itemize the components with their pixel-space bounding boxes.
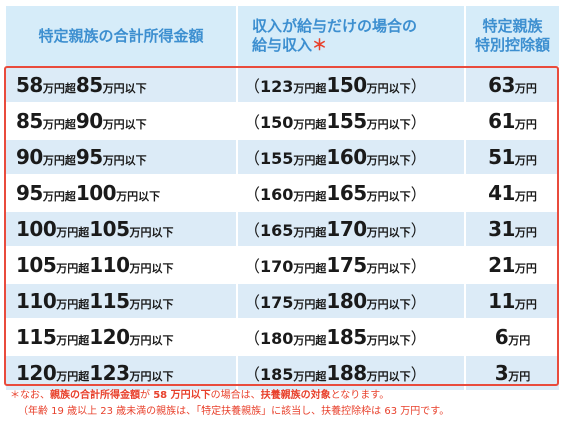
salary-range: （150万円超155万円以下）: [236, 102, 466, 140]
deduction-table-wrapper: 特定親族の合計所得金額 収入が給与だけの場合の 給与収入＊ 特定親族 特別控除額 …: [4, 4, 561, 392]
salary-range: （155万円超160万円以下）: [236, 138, 466, 176]
deduction-amount: 11万円: [464, 282, 561, 320]
salary-range: （165万円超170万円以下）: [236, 210, 466, 248]
deduction-amount: 6万円: [464, 318, 561, 356]
table-body: 58万円超85万円以下 （123万円超150万円以下） 63万円 85万円超90万円以…: [4, 66, 561, 392]
table-row: 115万円超120万円以下 （180万円超185万円以下） 6万円: [4, 318, 561, 356]
income-range: 110万円超115万円以下: [4, 282, 238, 320]
income-range: 85万円超90万円以下: [4, 102, 238, 140]
deduction-amount: 21万円: [464, 246, 561, 284]
deduction-amount: 51万円: [464, 138, 561, 176]
table-row: 105万円超110万円以下 （170万円超175万円以下） 21万円: [4, 246, 561, 284]
income-range: 115万円超120万円以下: [4, 318, 238, 356]
income-range: 105万円超110万円以下: [4, 246, 238, 284]
deduction-amount: 31万円: [464, 210, 561, 248]
salary-range: （170万円超175万円以下）: [236, 246, 466, 284]
deduction-amount: 41万円: [464, 174, 561, 212]
header-deduction: 特定親族 特別控除額: [464, 4, 561, 68]
header-salary: 収入が給与だけの場合の 給与収入＊: [236, 4, 466, 68]
salary-range: （175万円超180万円以下）: [236, 282, 466, 320]
deduction-amount: 61万円: [464, 102, 561, 140]
footnotes: ＊なお、親族の合計所得金額が 58 万円以下の場合は、扶養親族の対象となります。…: [10, 388, 562, 420]
table-row: 95万円超100万円以下 （160万円超165万円以下） 41万円: [4, 174, 561, 212]
salary-range: （185万円超188万円以下）: [236, 354, 466, 392]
salary-range: （180万円超185万円以下）: [236, 318, 466, 356]
table-header-row: 特定親族の合計所得金額 収入が給与だけの場合の 給与収入＊ 特定親族 特別控除額: [4, 4, 561, 68]
deduction-table: 特定親族の合計所得金額 収入が給与だけの場合の 給与収入＊ 特定親族 特別控除額 …: [4, 4, 561, 392]
salary-range: （160万円超165万円以下）: [236, 174, 466, 212]
deduction-amount: 63万円: [464, 66, 561, 104]
deduction-amount: 3万円: [464, 354, 561, 392]
table-row: 100万円超105万円以下 （165万円超170万円以下） 31万円: [4, 210, 561, 248]
income-range: 90万円超95万円以下: [4, 138, 238, 176]
salary-range: （123万円超150万円以下）: [236, 66, 466, 104]
note-line-2: （年齢 19 歳以上 23 歳未満の親族は、「特定扶養親族」に該当し、扶養控除枠…: [18, 406, 450, 417]
table-row: 110万円超115万円以下 （175万円超180万円以下） 11万円: [4, 282, 561, 320]
income-range: 58万円超85万円以下: [4, 66, 238, 104]
table-row: 120万円超123万円以下 （185万円超188万円以下） 3万円: [4, 354, 561, 392]
income-range: 100万円超105万円以下: [4, 210, 238, 248]
header-income: 特定親族の合計所得金額: [4, 4, 238, 68]
income-range: 95万円超100万円以下: [4, 174, 238, 212]
table-row: 90万円超95万円以下 （155万円超160万円以下） 51万円: [4, 138, 561, 176]
asterisk-mark: ＊: [312, 36, 328, 54]
note-line-1: ＊なお、親族の合計所得金額が 58 万円以下の場合は、扶養親族の対象となります。: [10, 390, 390, 401]
income-range: 120万円超123万円以下: [4, 354, 238, 392]
table-row: 85万円超90万円以下 （150万円超155万円以下） 61万円: [4, 102, 561, 140]
table-row: 58万円超85万円以下 （123万円超150万円以下） 63万円: [4, 66, 561, 104]
